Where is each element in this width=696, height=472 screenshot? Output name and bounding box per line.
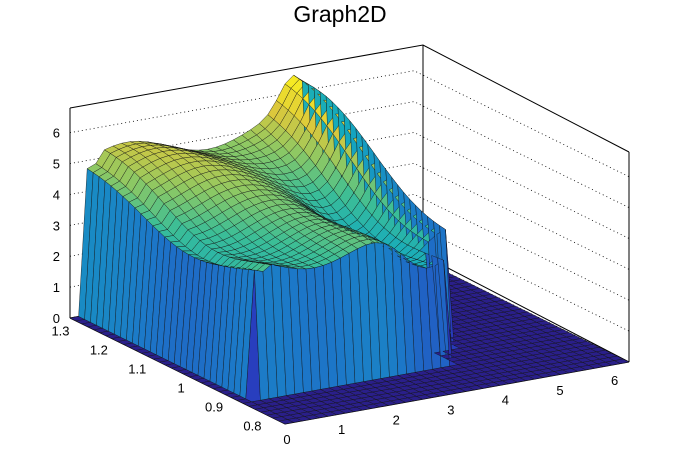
- z-axis-ticks: 0 1 2 3 4 5 6: [53, 126, 60, 326]
- x-tick-label: 2: [393, 412, 400, 427]
- y-tick-label: 1.1: [128, 362, 146, 377]
- y-tick-label: 1.2: [90, 343, 108, 358]
- z-tick-label: 0: [53, 311, 60, 326]
- grid-line: [69, 101, 630, 208]
- x-tick-label: 3: [447, 402, 454, 417]
- surface-cell: [613, 358, 630, 364]
- z-tick-label: 4: [53, 187, 60, 202]
- y-tick-label: 1: [177, 380, 184, 395]
- z-tick-label: 1: [53, 280, 60, 295]
- y-tick-label: 0.8: [243, 418, 261, 433]
- x-tick-label: 4: [502, 393, 509, 408]
- z-tick-label: 3: [53, 218, 60, 233]
- z-tick-label: 5: [53, 157, 60, 172]
- x-tick-label: 5: [556, 383, 563, 398]
- z-tick-label: 6: [53, 126, 60, 141]
- x-tick-label: 1: [338, 422, 345, 437]
- chart-title: Graph2D: [293, 1, 386, 27]
- surface-mesh: [69, 74, 630, 425]
- x-tick-label: 6: [611, 373, 618, 388]
- y-axis-ticks: 0.8 0.9 1 1.1 1.2 1.3: [51, 324, 261, 434]
- z-tick-label: 2: [53, 249, 60, 264]
- x-tick-label: 0: [283, 432, 290, 447]
- y-tick-label: 0.9: [205, 399, 223, 414]
- grid-line: [69, 70, 630, 178]
- y-tick-label: 1.3: [51, 324, 69, 339]
- x-axis-ticks: 0 1 2 3 4 5 6: [283, 373, 618, 447]
